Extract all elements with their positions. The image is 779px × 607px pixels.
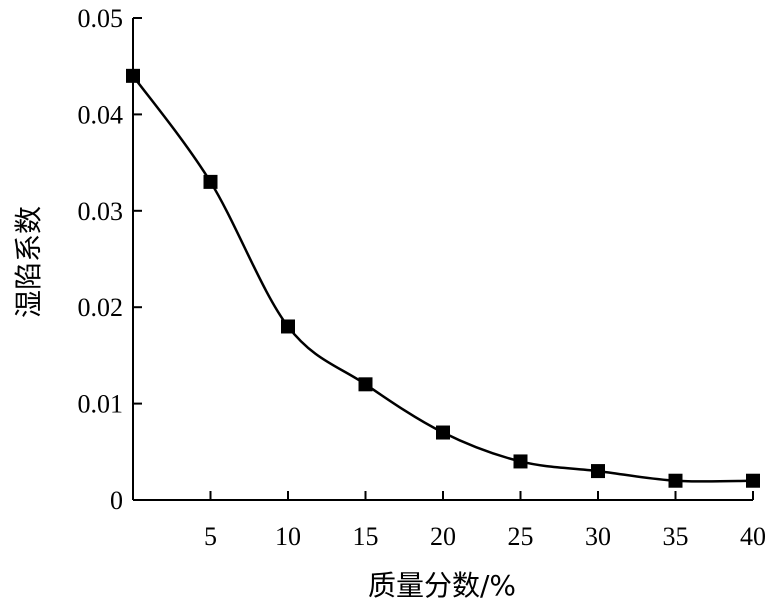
- curve-layer: [131, 75, 754, 483]
- y-tick-label: 0.01: [78, 390, 124, 419]
- data-point: [203, 174, 218, 189]
- data-point: [513, 454, 528, 469]
- label-layer: 0 0.01 0.02 0.03 0.04 0.05 5 10 15 20 25 30 35 40: [78, 4, 767, 551]
- x-tick-label: 5: [204, 522, 217, 551]
- data-point: [358, 377, 373, 392]
- y-axis-title: 湿陷系数: [12, 206, 45, 318]
- data-point: [281, 319, 295, 334]
- data-point: [591, 464, 605, 479]
- y-tick-label: 0.04: [78, 100, 124, 129]
- x-tick-label: 35: [663, 522, 689, 551]
- x-tick-label: 30: [585, 522, 611, 551]
- axes: [132, 17, 754, 501]
- data-point: [126, 68, 140, 83]
- x-axis-title: 质量分数/%: [368, 569, 516, 602]
- x-tick-label: 20: [430, 522, 456, 551]
- x-tick-label: 25: [508, 522, 534, 551]
- y-tick-label: 0.02: [78, 293, 124, 322]
- data-point: [668, 473, 683, 488]
- series-line: [131, 75, 754, 483]
- x-tick-label: 40: [740, 522, 766, 551]
- marker-layer: [126, 68, 760, 488]
- y-tick-label: 0.03: [78, 197, 124, 226]
- y-tick-label: 0: [110, 486, 123, 515]
- y-tick-label: 0.05: [78, 4, 124, 33]
- data-point: [746, 473, 760, 488]
- x-tick-label: 10: [275, 522, 301, 551]
- x-tick-label: 15: [353, 522, 379, 551]
- data-point: [436, 425, 450, 440]
